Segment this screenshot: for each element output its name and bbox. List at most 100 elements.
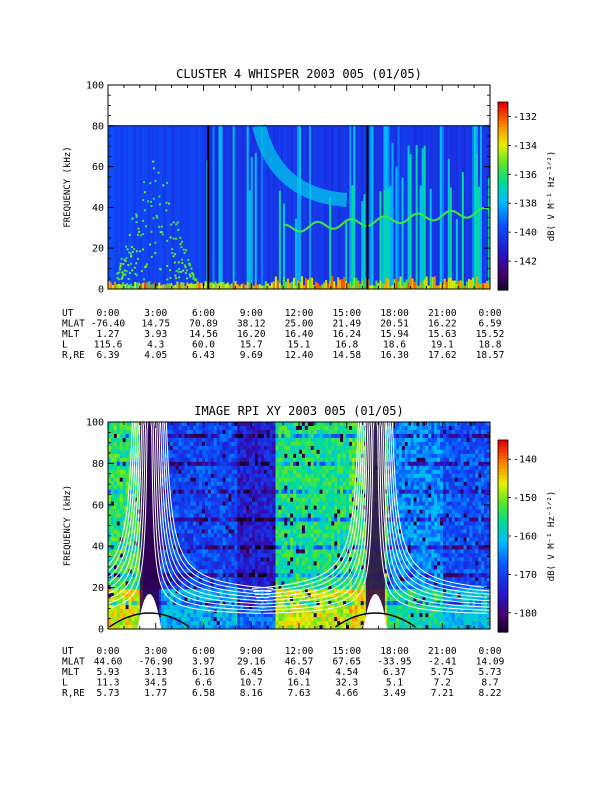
colorbar-band [498, 199, 508, 203]
spectrogram-column [345, 125, 348, 289]
emission-dot [179, 243, 182, 246]
spectrogram-cell [213, 533, 218, 538]
spectrogram-cell [299, 481, 303, 487]
spectrogram-cell [284, 553, 288, 558]
emission-dot [175, 223, 178, 226]
trace-dot [310, 223, 313, 226]
colorbar-band [498, 167, 508, 172]
spectrogram-cell [251, 461, 256, 467]
spectrogram-cell [331, 449, 335, 455]
spectrogram-cell [175, 621, 180, 626]
spectrogram-cell [322, 473, 326, 479]
y-tick-label: 40 [92, 203, 104, 214]
spectrogram-cell [225, 565, 229, 570]
spectrogram-cell [246, 537, 250, 542]
spectrogram-cell [290, 422, 294, 427]
spectrogram-cell [296, 569, 300, 574]
spectrogram-low-band [487, 283, 491, 289]
spectrogram-cell [290, 573, 294, 578]
spectrogram-cell [231, 497, 235, 503]
spectrogram-cell [190, 541, 194, 546]
spectrogram-cell [216, 537, 221, 542]
spectrogram-cell [199, 509, 203, 515]
emission-dot [150, 255, 153, 258]
spectrogram-cell [275, 617, 279, 622]
spectrogram-cell [166, 625, 171, 630]
colorbar-band [498, 152, 508, 156]
spectrogram-cell [116, 561, 121, 566]
spectrogram-streak [447, 158, 451, 289]
spectrogram-low-band [258, 284, 262, 289]
spectrogram-cell [122, 565, 127, 570]
spectrogram-cell [225, 569, 229, 574]
spectrogram-cell [319, 601, 324, 606]
spectrogram-cell [199, 617, 203, 622]
spectrogram-cell [296, 533, 300, 538]
spectrogram-cell [304, 593, 309, 598]
spectrogram-low-band [477, 283, 481, 289]
spectrogram-cell [181, 557, 185, 562]
spectrogram-cell [293, 497, 297, 503]
spectrogram-cell [175, 545, 180, 550]
spectrogram-column [473, 125, 477, 289]
spectrogram-cell [172, 501, 177, 507]
colorbar-band [498, 133, 508, 138]
spectrogram-cell [301, 513, 306, 519]
spectrogram-cell [322, 489, 326, 495]
emission-dot [165, 209, 168, 212]
emission-dot [133, 248, 136, 251]
spectrogram-cell [263, 433, 268, 439]
trace-dot [412, 214, 415, 217]
spectrogram-column [427, 125, 431, 289]
spectrogram-cell [266, 549, 271, 554]
spectrogram-cell [113, 517, 118, 523]
spectrogram-cell [187, 565, 191, 570]
spectrogram-cell [128, 453, 133, 459]
spectrogram-cell [254, 545, 259, 550]
trace-dot [307, 226, 310, 229]
spectrogram-cell [184, 481, 188, 487]
spectrogram-cell [313, 605, 318, 610]
spectrogram-cell [190, 585, 194, 590]
spectrogram-cell [204, 461, 209, 467]
spectrogram-cell [254, 621, 259, 626]
spectrogram-low-band [208, 282, 212, 289]
spectrogram-cell [313, 433, 318, 439]
spectrogram-cell [301, 617, 306, 622]
spectrogram-cell [310, 501, 315, 507]
spectrogram-cell [331, 445, 335, 451]
spectrogram-cell [331, 557, 335, 562]
spectrogram-cell [160, 489, 165, 495]
spectrogram-cell [231, 457, 235, 463]
spectrogram-cell [237, 537, 241, 542]
spectrogram-cell [322, 573, 326, 578]
spectrogram-streak [379, 191, 382, 289]
spectrogram-cell [190, 457, 194, 463]
spectrogram-cell [240, 501, 244, 507]
spectrogram-cell [128, 581, 133, 586]
spectrogram-cell [251, 437, 256, 443]
spectrogram-cell [122, 545, 127, 550]
spectrogram-cell [313, 493, 318, 499]
spectrogram-cell [246, 625, 250, 630]
spectrogram-cell [172, 445, 177, 451]
spectrogram-cell [131, 577, 135, 582]
spectrogram-cell [237, 477, 241, 483]
spectrogram-cell [119, 441, 124, 447]
spectrogram-cell [299, 441, 303, 447]
spectrogram-cell [157, 485, 162, 491]
spectrogram-cell [225, 617, 229, 622]
spectrogram-cell [169, 517, 174, 523]
spectrogram-cell [293, 473, 297, 479]
spectrogram-cell [325, 601, 329, 606]
emission-dot [188, 262, 191, 265]
spectrogram-cell [137, 521, 141, 526]
spectrogram-cell [184, 433, 188, 439]
spectrogram-cell [172, 465, 177, 471]
spectrogram-cell [243, 449, 247, 455]
spectrogram-cell [251, 449, 256, 455]
spectrogram-cell [160, 441, 165, 447]
spectrogram-cell [304, 465, 309, 471]
spectrogram-cell [175, 497, 180, 503]
spectrogram-column [367, 125, 370, 289]
